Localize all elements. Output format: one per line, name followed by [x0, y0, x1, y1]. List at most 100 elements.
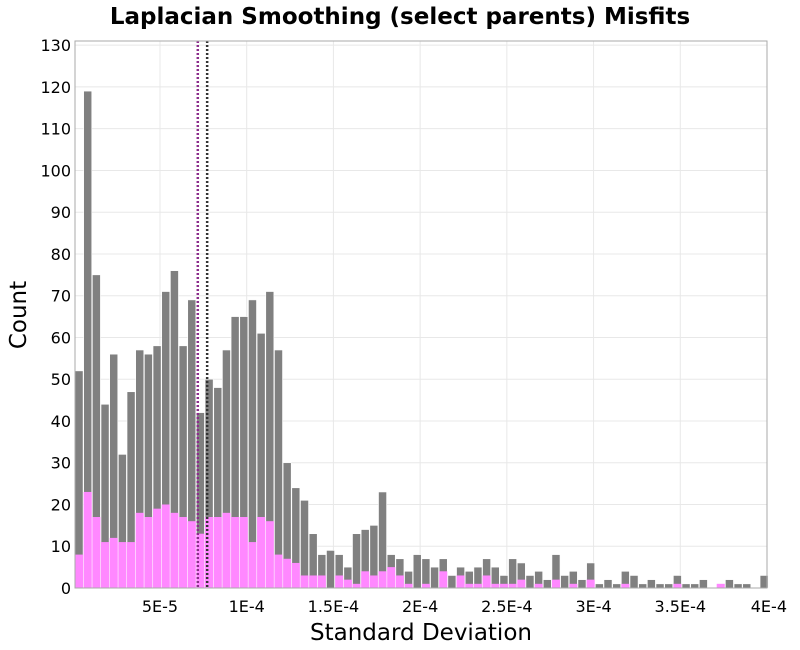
y-tick-label: 70: [51, 287, 71, 306]
bar-selected: [283, 558, 292, 588]
series-selected-bars: [75, 491, 725, 588]
y-tick-label: 110: [40, 120, 71, 139]
bar-selected: [239, 517, 248, 588]
bar-all: [664, 583, 674, 589]
bar-selected: [257, 517, 266, 588]
bar-all: [725, 579, 734, 589]
y-axis-ticks: 0 10 20 30 40 50 60 70 80 90 100 110 120 130: [40, 36, 71, 598]
bar-selected: [317, 575, 326, 588]
bar-selected: [673, 583, 682, 588]
bar-all: [655, 583, 665, 589]
bar-selected: [361, 571, 370, 588]
y-tick-label: 80: [51, 245, 71, 264]
bar-selected: [378, 571, 387, 588]
bar-selected: [248, 542, 257, 588]
bar-selected: [491, 583, 500, 588]
bar-selected: [101, 542, 110, 588]
y-tick-label: 10: [51, 537, 71, 556]
bar-selected: [716, 583, 725, 588]
x-axis-label: Standard Deviation: [310, 620, 532, 646]
bar-selected: [508, 583, 517, 588]
bar-selected: [335, 575, 344, 588]
bar-selected: [144, 517, 153, 588]
bar-selected: [213, 517, 222, 588]
bar-selected: [135, 512, 144, 588]
bar-selected: [569, 583, 578, 588]
bar-selected: [482, 575, 491, 588]
bar-selected: [300, 575, 309, 588]
y-tick-label: 40: [51, 412, 71, 431]
bar-selected: [465, 583, 474, 588]
bar-selected: [421, 583, 430, 588]
x-tick-label: 4E-4: [751, 597, 787, 616]
bar-selected: [621, 583, 630, 588]
bar-all: [629, 575, 639, 589]
bar-all: [447, 575, 457, 589]
x-axis-ticks: 5E-5 1E-4 1.5E-4 2E-4 2.5E-4 3E-4 3.5E-4 4E-4: [142, 597, 787, 616]
bar-all: [412, 554, 422, 589]
bar-all: [742, 583, 752, 589]
y-tick-label: 50: [51, 370, 71, 389]
bar-selected: [205, 517, 214, 588]
reference-lines: [196, 41, 209, 588]
bar-selected: [395, 575, 404, 588]
bar-selected: [153, 508, 162, 588]
bar-selected: [352, 583, 361, 588]
x-tick-label: 3E-4: [575, 597, 611, 616]
bar-selected: [274, 554, 283, 588]
bar-selected: [343, 579, 352, 588]
x-tick-label: 2.5E-4: [481, 597, 533, 616]
bar-all: [595, 583, 604, 589]
bar-selected: [127, 542, 136, 588]
bar-selected: [387, 567, 396, 588]
x-tick-label: 3.5E-4: [655, 597, 707, 616]
bar-all: [542, 579, 552, 589]
bar-all: [560, 575, 569, 589]
chart-title: Laplacian Smoothing (select parents) Mis…: [110, 4, 690, 30]
bar-selected: [170, 512, 179, 588]
bar-all: [690, 583, 700, 589]
y-tick-label: 130: [40, 36, 71, 55]
bar-all: [421, 558, 431, 589]
bar-selected: [179, 517, 188, 588]
y-tick-label: 120: [40, 78, 71, 97]
y-tick-label: 90: [51, 203, 71, 222]
bar-all: [699, 579, 708, 589]
bar-all: [681, 583, 691, 589]
bar-selected: [291, 562, 300, 588]
bar-selected: [196, 533, 205, 588]
bar-selected: [534, 583, 543, 588]
bar-selected: [369, 575, 378, 588]
bar-selected: [92, 517, 101, 588]
plot-border: [74, 40, 768, 589]
y-tick-label: 60: [51, 328, 71, 347]
bar-selected: [118, 542, 127, 588]
bar-all: [430, 566, 439, 589]
y-tick-label: 30: [51, 454, 71, 473]
bar-selected: [309, 575, 318, 588]
bar-selected: [517, 579, 526, 588]
bar-selected: [83, 491, 92, 588]
bar-selected: [439, 571, 448, 588]
y-tick-label: 0: [61, 579, 71, 598]
bar-selected: [161, 504, 170, 588]
bar-all: [326, 550, 335, 589]
bar-all: [300, 500, 309, 589]
bar-selected: [404, 583, 413, 588]
bar-all: [274, 349, 283, 589]
bar-selected: [473, 583, 482, 588]
bar-selected: [187, 521, 196, 588]
bar-all: [603, 579, 613, 589]
x-tick-label: 5E-5: [142, 597, 178, 616]
bar-selected: [265, 521, 274, 588]
x-tick-label: 1E-4: [229, 597, 265, 616]
x-tick-label: 1.5E-4: [308, 597, 360, 616]
bar-all: [508, 558, 517, 589]
x-tick-label: 2E-4: [402, 597, 438, 616]
bar-selected: [75, 554, 84, 588]
bar-all: [647, 579, 656, 589]
bar-all: [612, 583, 622, 589]
y-axis-label: Count: [6, 281, 32, 349]
bar-selected: [109, 537, 118, 588]
bar-all: [638, 583, 648, 589]
